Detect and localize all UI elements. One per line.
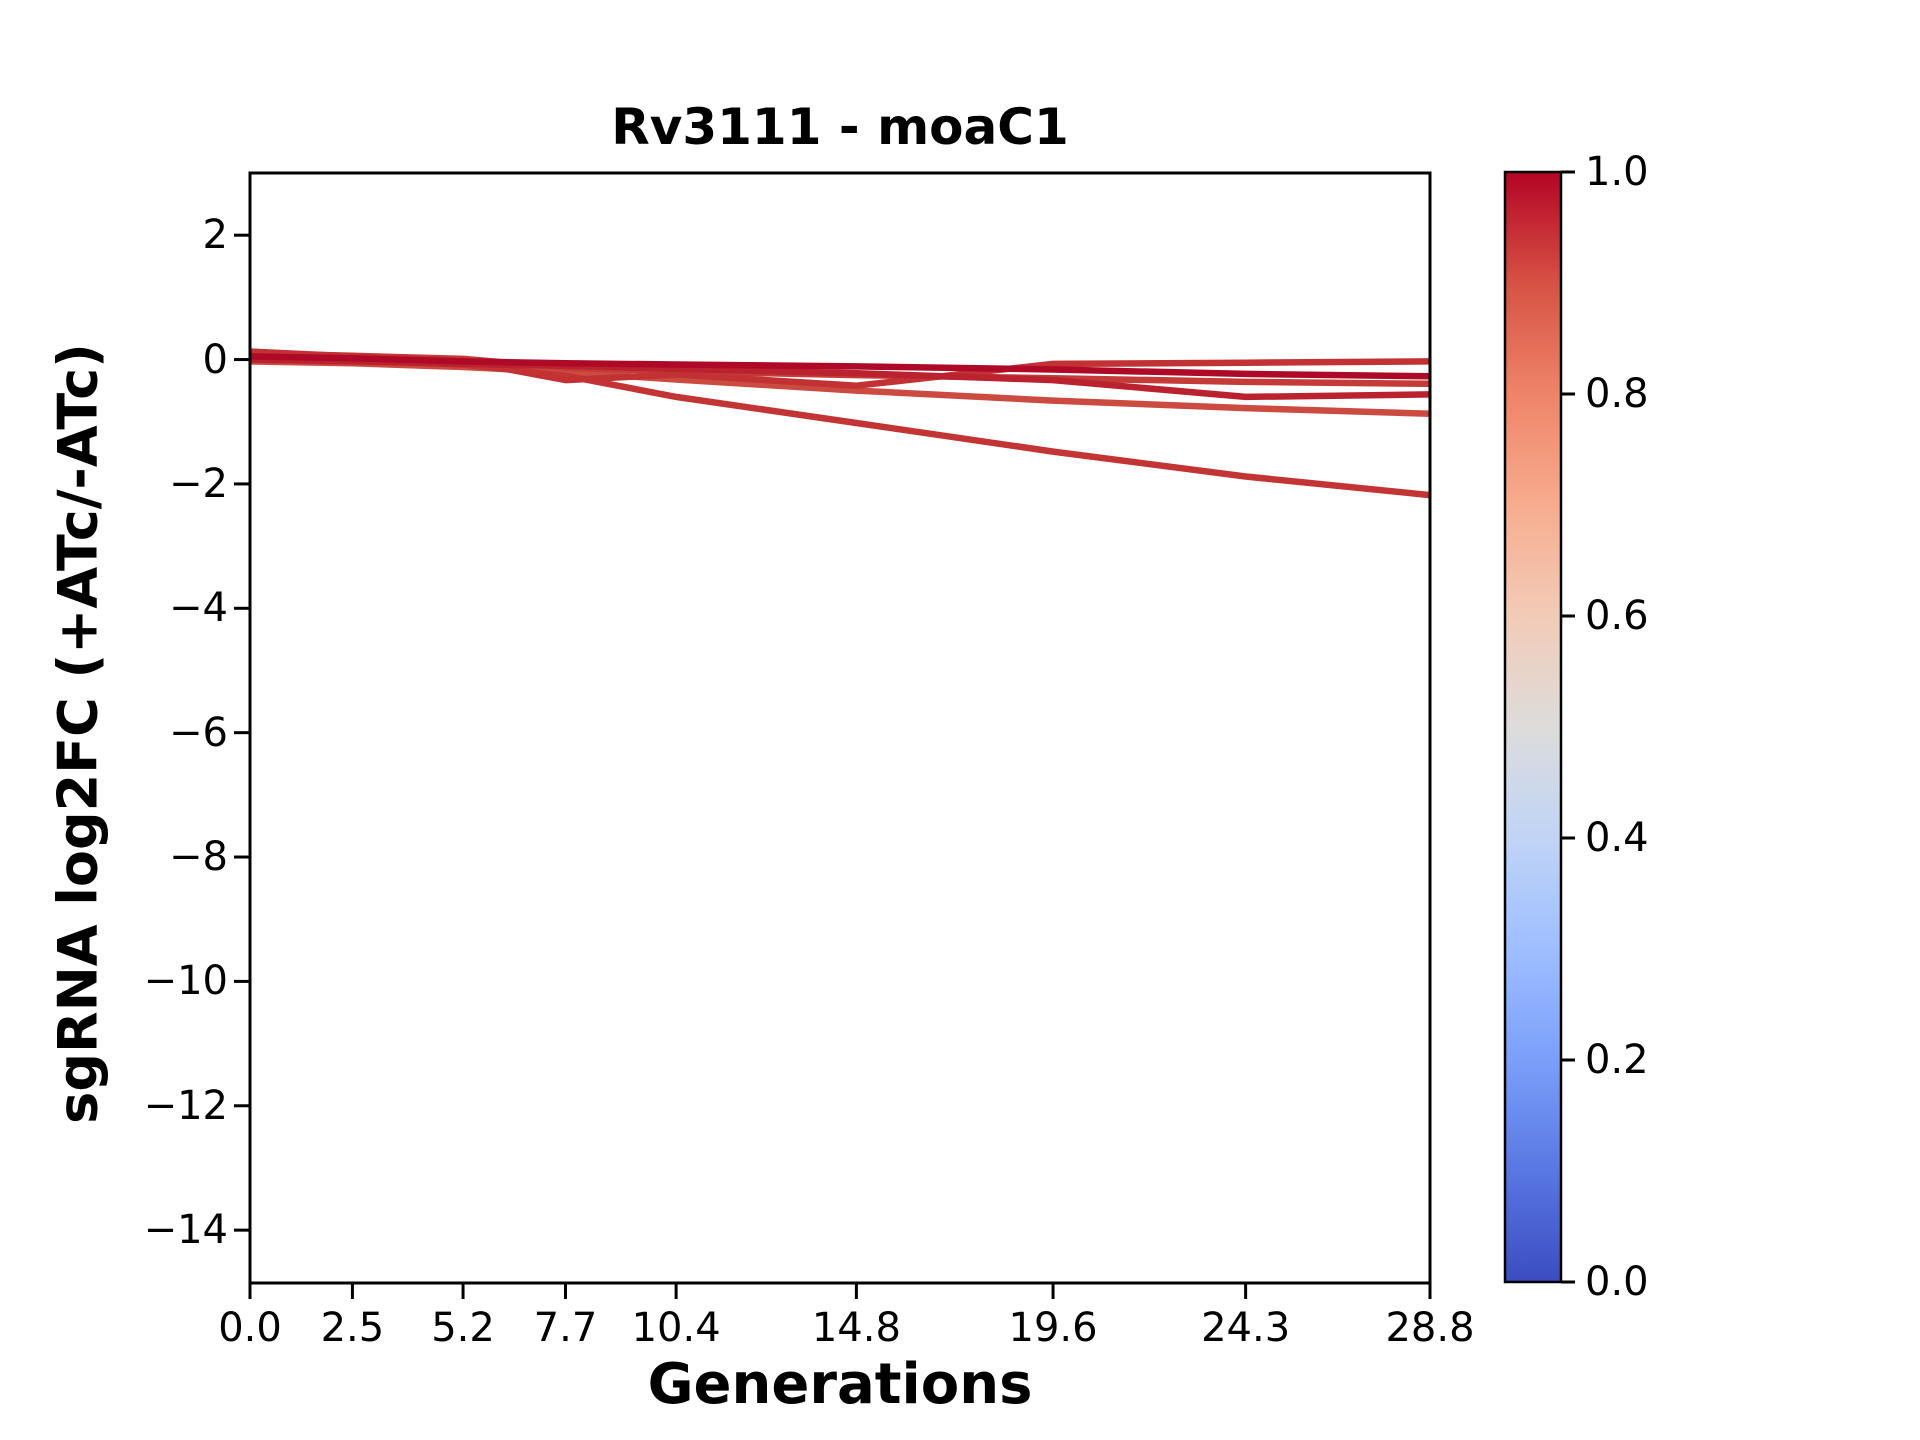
data-line-sgRNA-6 xyxy=(250,353,1430,380)
x-tick-label: 14.8 xyxy=(811,1305,901,1351)
y-tick-label: −6 xyxy=(169,709,228,756)
y-tick-label: −2 xyxy=(169,460,228,507)
x-tick-label: 24.3 xyxy=(1201,1305,1291,1351)
colorbar xyxy=(1503,170,1563,1284)
y-tick-label: −10 xyxy=(143,958,228,1005)
chart-title: Rv3111 - moaC1 xyxy=(611,98,1069,156)
colorbar-tick-label: 0.8 xyxy=(1585,371,1649,417)
x-tick-label: 5.2 xyxy=(431,1305,495,1351)
colorbar-tick-label: 0.6 xyxy=(1585,593,1649,639)
plot-border xyxy=(248,171,1432,1285)
data-line-group xyxy=(250,348,1430,499)
y-tick-label: −14 xyxy=(143,1207,228,1254)
colorbar-tick-marks xyxy=(1561,170,1575,1284)
x-axis-label: Generations xyxy=(647,1352,1033,1417)
x-tick-label: 0.0 xyxy=(218,1305,282,1351)
y-tick-label: 0 xyxy=(202,336,228,383)
x-tick-label: 2.5 xyxy=(320,1305,385,1351)
colorbar-tick-label: 0.2 xyxy=(1585,1037,1649,1083)
colorbar-tick-label: 0.0 xyxy=(1585,1259,1649,1305)
x-tick-label: 28.8 xyxy=(1385,1305,1475,1351)
y-tick-label: −4 xyxy=(169,585,228,632)
x-tick-label: 7.7 xyxy=(533,1305,598,1351)
y-tick-label: 2 xyxy=(202,212,228,259)
x-tick-label: 10.4 xyxy=(631,1305,721,1351)
y-tick-label: −8 xyxy=(169,834,228,881)
colorbar-tick-label: 1.0 xyxy=(1585,149,1649,195)
y-tick-label: −12 xyxy=(143,1082,228,1129)
x-tick-label: 19.6 xyxy=(1008,1305,1098,1351)
colorbar-tick-label: 0.4 xyxy=(1585,815,1649,861)
data-line-sgRNA-5 xyxy=(250,354,1430,499)
axis-tick-marks xyxy=(234,233,1432,1299)
